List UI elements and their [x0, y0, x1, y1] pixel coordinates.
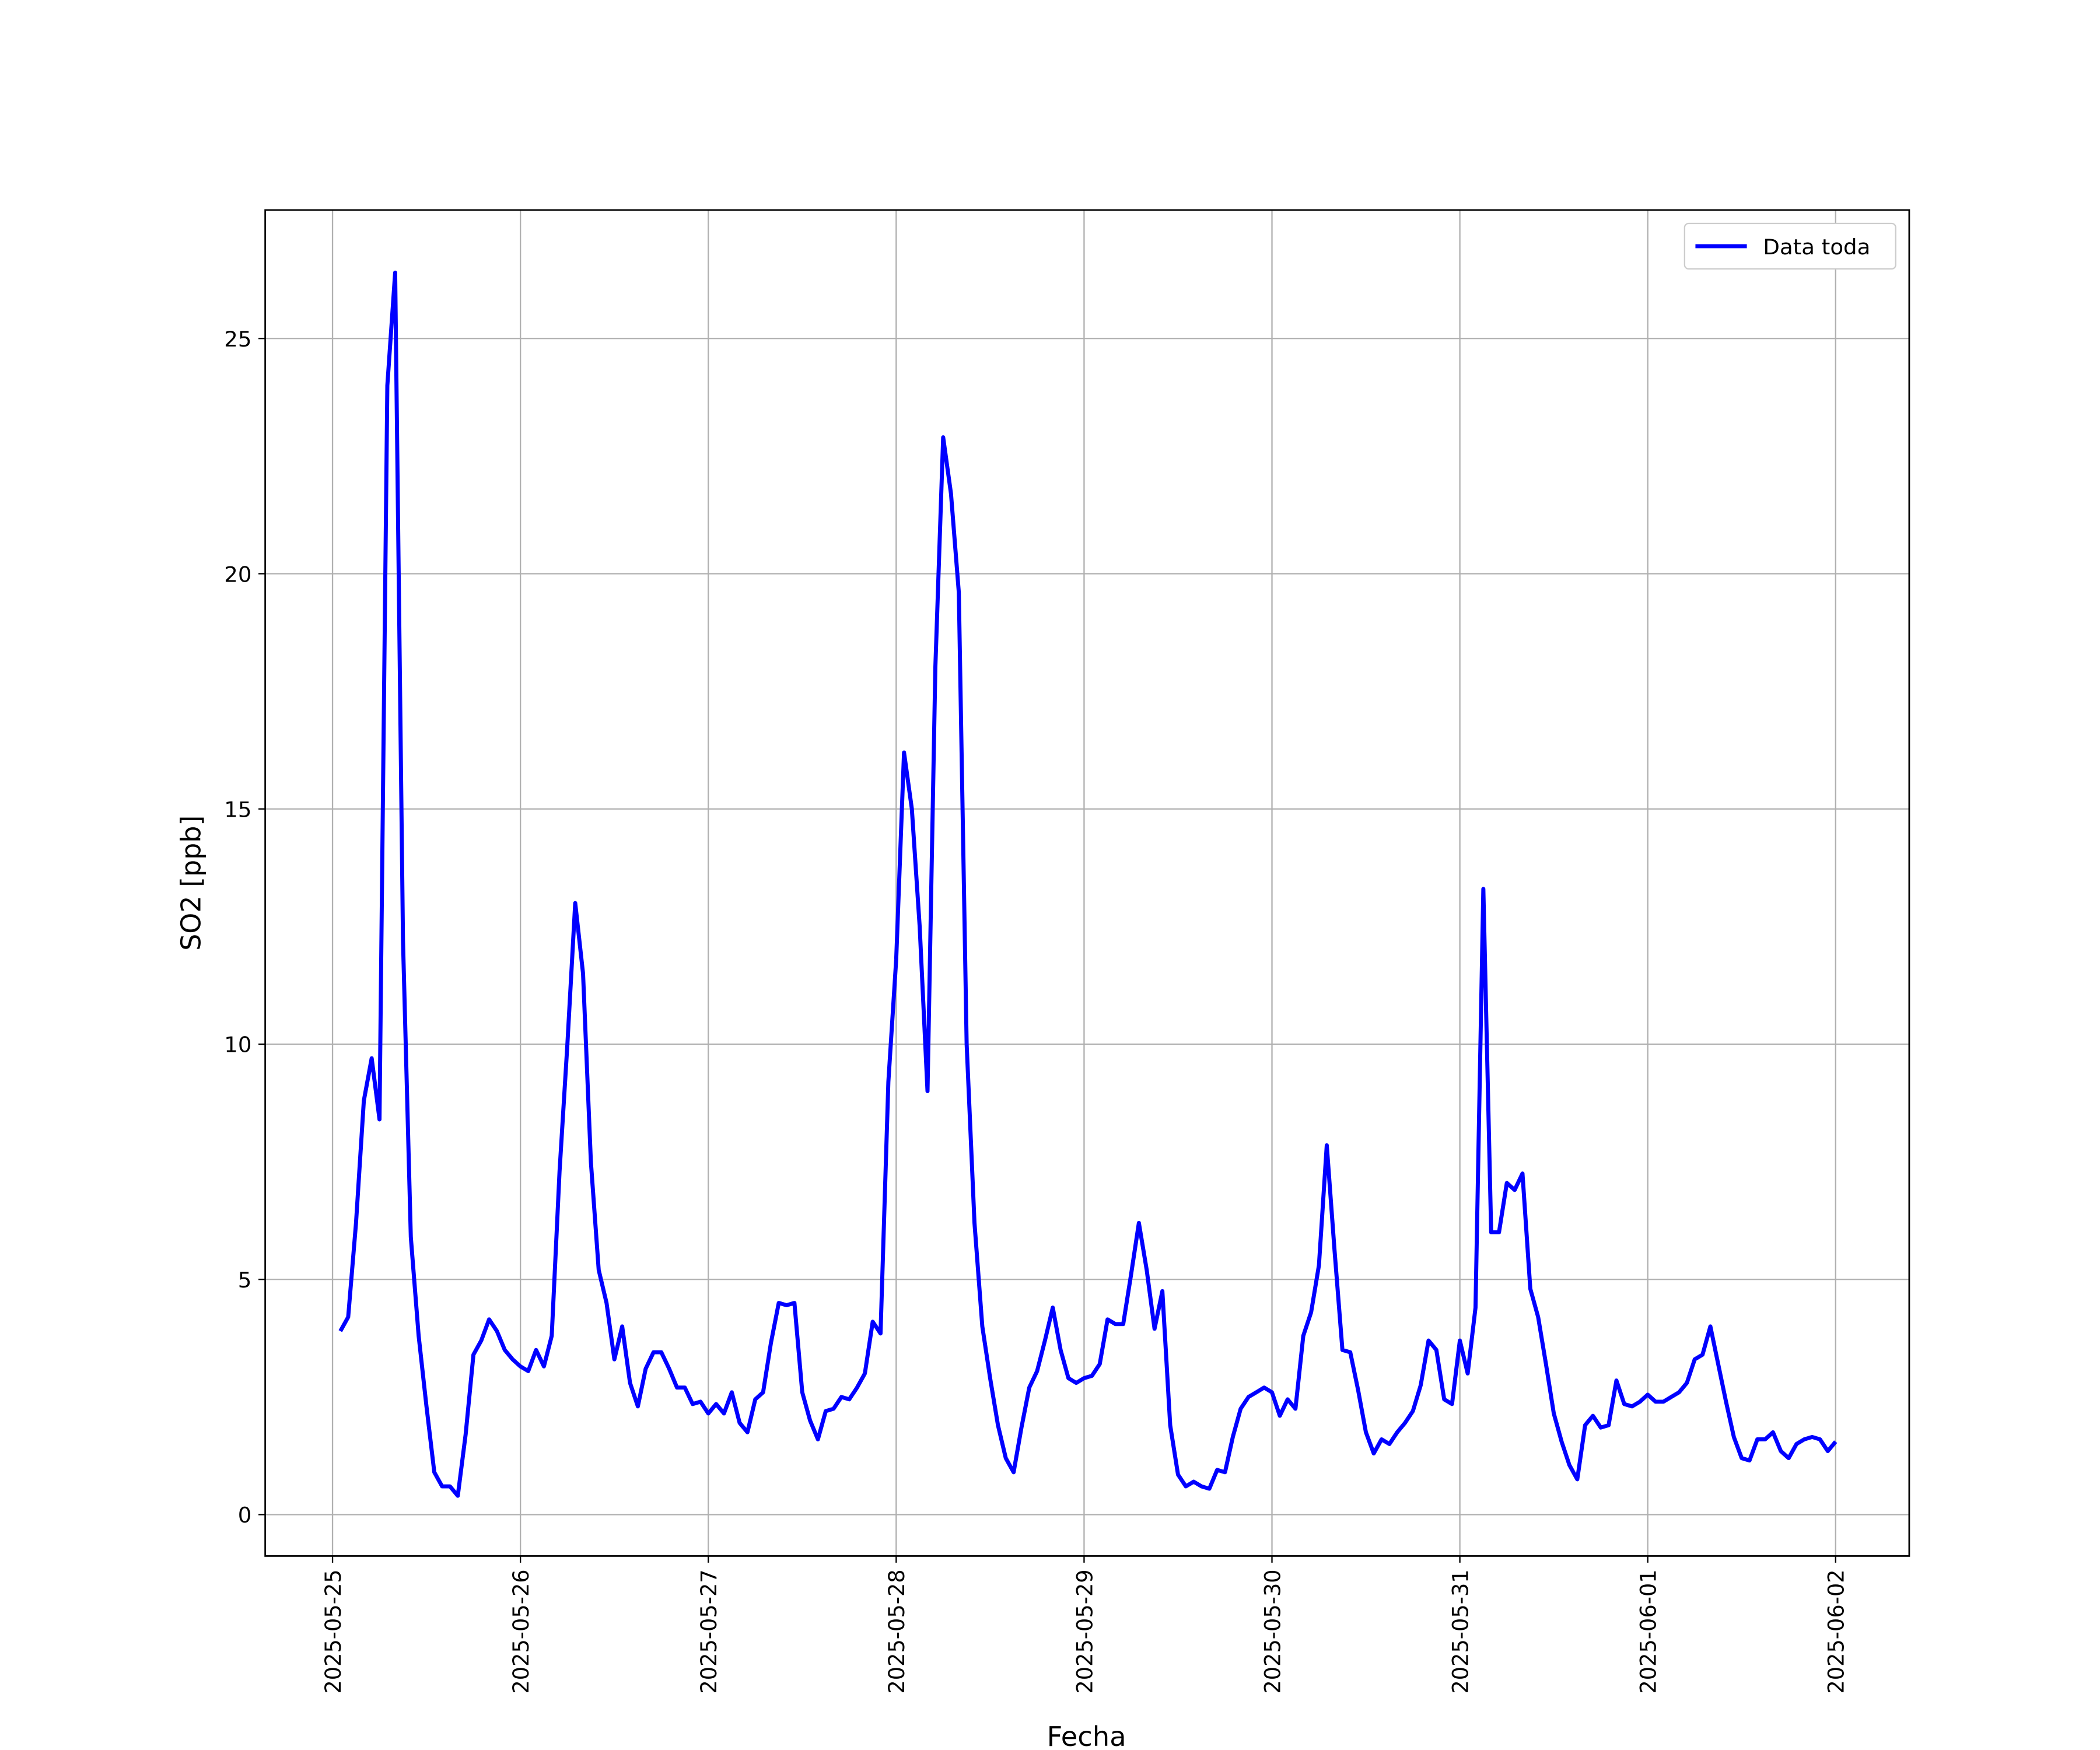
- x-axis-label: Fecha: [1047, 1721, 1126, 1750]
- y-axis-label: SO2 [ppb]: [175, 816, 206, 951]
- x-tick-label: 2025-06-02: [1824, 1569, 1849, 1693]
- x-tick-label: 2025-05-28: [884, 1569, 909, 1693]
- y-tick-label: 20: [224, 562, 251, 587]
- plot-frame: [264, 209, 1910, 1557]
- x-tick-label: 2025-05-25: [321, 1569, 346, 1693]
- y-tick-label: 0: [238, 1503, 252, 1528]
- x-tick-label: 2025-05-31: [1448, 1569, 1473, 1693]
- x-tick-label: 2025-06-01: [1636, 1569, 1661, 1693]
- x-tick-label: 2025-05-27: [696, 1569, 722, 1693]
- legend-box: [1684, 222, 1896, 270]
- y-tick-label: 15: [224, 797, 251, 822]
- y-tick-label: 10: [224, 1032, 251, 1058]
- y-tick-label: 25: [224, 327, 251, 352]
- x-tick-label: 2025-05-30: [1260, 1569, 1285, 1693]
- data-line: [338, 270, 1838, 1498]
- x-tick-label: 2025-05-29: [1072, 1569, 1097, 1693]
- y-tick-label: 5: [238, 1268, 252, 1293]
- legend-label: Data toda: [1763, 235, 1870, 260]
- x-tick-label: 2025-05-26: [509, 1569, 534, 1693]
